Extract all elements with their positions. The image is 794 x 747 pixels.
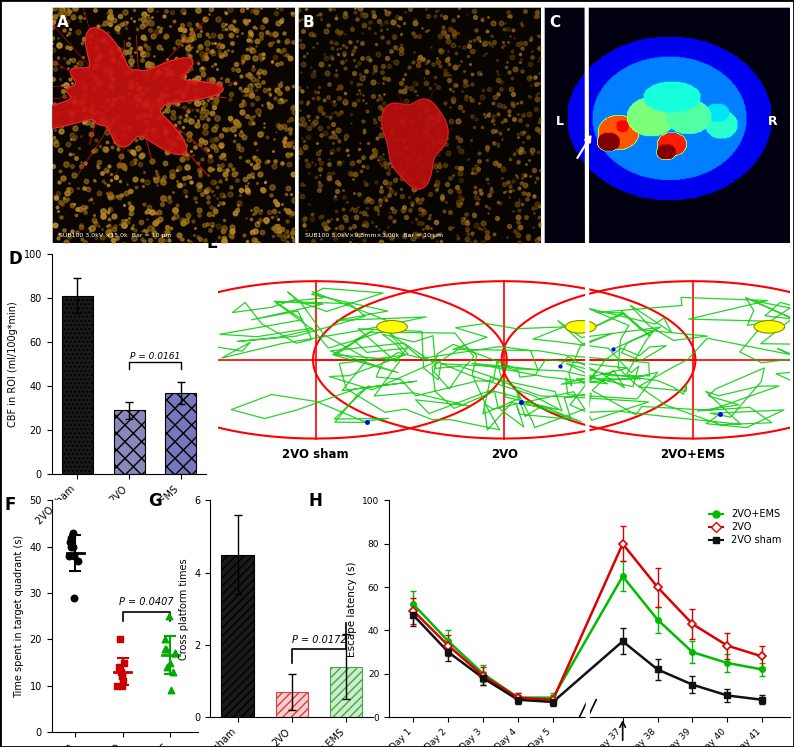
Y-axis label: Time spent in target quadrant (s): Time spent in target quadrant (s) <box>14 535 24 698</box>
Point <box>67 527 79 539</box>
Circle shape <box>376 320 407 333</box>
Point <box>110 680 123 692</box>
Point <box>158 633 171 645</box>
Text: F: F <box>5 496 16 514</box>
Text: G: G <box>148 492 162 509</box>
Text: L: L <box>556 115 565 128</box>
Point <box>117 675 129 687</box>
Point <box>63 550 75 562</box>
Bar <box>276 692 308 717</box>
Text: P = 0.0161: P = 0.0161 <box>129 352 180 361</box>
Text: 2VO+EMS: 2VO+EMS <box>661 448 726 461</box>
Text: E: E <box>207 234 218 252</box>
Point <box>67 550 80 562</box>
Bar <box>330 666 362 717</box>
Polygon shape <box>18 28 223 155</box>
Text: P = 0.0172: P = 0.0172 <box>291 635 346 645</box>
Point <box>164 657 176 669</box>
Point <box>67 541 79 553</box>
Point <box>116 671 129 683</box>
Point <box>159 642 172 654</box>
Point <box>64 536 77 548</box>
Point <box>64 541 77 553</box>
Point <box>114 633 126 645</box>
Text: P = 0.0407: P = 0.0407 <box>119 597 174 607</box>
Point <box>164 684 177 696</box>
Point <box>68 592 81 604</box>
Text: B: B <box>303 14 314 30</box>
Polygon shape <box>382 99 448 189</box>
Y-axis label: Escape latency (s): Escape latency (s) <box>346 561 357 657</box>
Point <box>160 642 173 654</box>
Bar <box>165 393 196 474</box>
Point <box>71 555 84 567</box>
Text: D: D <box>8 249 22 267</box>
Legend: 2VO+EMS, 2VO, 2VO sham: 2VO+EMS, 2VO, 2VO sham <box>704 506 785 549</box>
Point <box>166 666 179 678</box>
Point <box>115 671 128 683</box>
Text: 2VO: 2VO <box>491 448 518 461</box>
Point <box>118 657 130 669</box>
Y-axis label: CBF in ROI (ml/100g*min): CBF in ROI (ml/100g*min) <box>8 301 18 427</box>
Text: R: R <box>768 115 777 128</box>
Text: H: H <box>309 492 322 509</box>
Point <box>168 648 181 660</box>
Circle shape <box>565 320 596 333</box>
Point <box>114 666 127 678</box>
Bar <box>62 296 93 474</box>
Circle shape <box>754 320 784 333</box>
Text: SUB100 3.0kV ×15.0k  Bar = 10 µm: SUB100 3.0kV ×15.0k Bar = 10 µm <box>59 233 172 238</box>
Text: SUB100 3.0kV×9.5mm×3.00k  Bar = 10 µm: SUB100 3.0kV×9.5mm×3.00k Bar = 10 µm <box>305 233 443 238</box>
Point <box>161 661 174 673</box>
Text: A: A <box>56 14 68 30</box>
Point <box>163 610 175 622</box>
Y-axis label: Cross platform times: Cross platform times <box>179 558 189 660</box>
Point <box>168 648 181 660</box>
Point <box>116 680 129 692</box>
Text: 2VO sham: 2VO sham <box>282 448 349 461</box>
Bar <box>222 554 254 717</box>
Text: C: C <box>549 14 560 30</box>
Point <box>65 532 78 544</box>
Bar <box>114 410 145 474</box>
Point <box>113 661 125 673</box>
